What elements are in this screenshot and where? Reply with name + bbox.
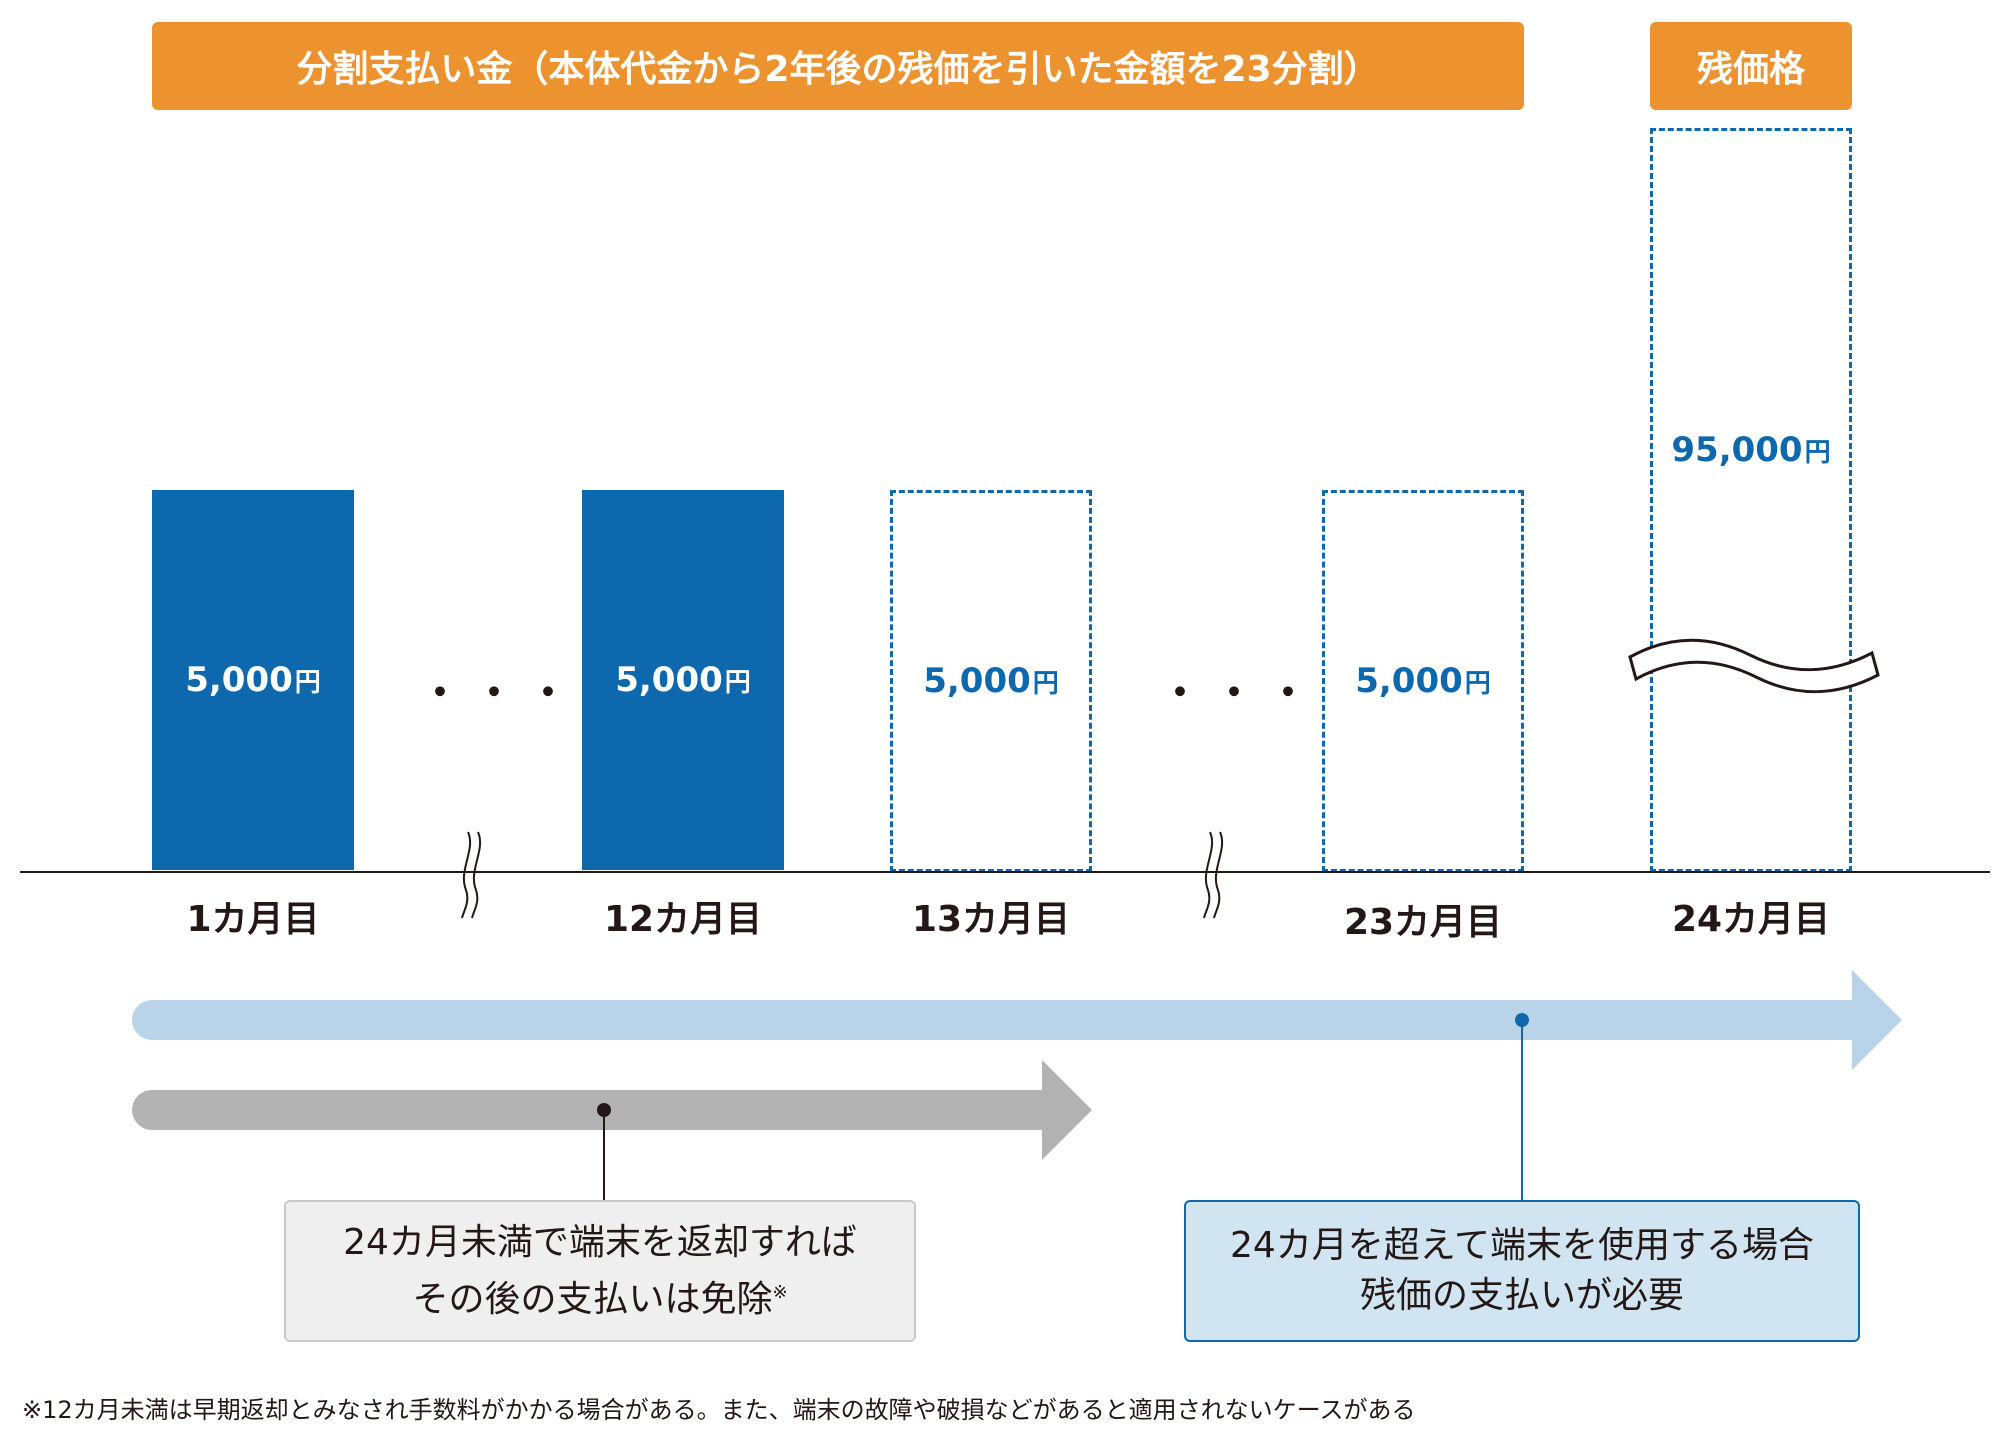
bar-unit: 円 [294,667,321,698]
full-term-arrow [132,970,1902,1070]
note-mark: ※ [772,1281,788,1303]
early-return-note-line1: 24カ月未満で端末を返却すれば [343,1221,857,1263]
bar-month-23: 5,000 円 [1322,490,1524,872]
bar-month-13: 5,000 円 [890,490,1092,872]
bar-unit: 円 [724,667,751,698]
bar-value: 5,000 [923,661,1031,701]
axis-break-right [1203,831,1224,919]
return-connector-dot [597,1103,611,1117]
residual-header: 残価格 [1650,22,1852,110]
bar-month-24 [1650,128,1852,872]
month-label-12: 12カ月目 [603,899,763,940]
ellipsis-right: ・・・ [1160,670,1322,716]
footnote: ※12カ月未満は早期返却とみなされ手数料がかかる場合がある。また、端末の故障や破… [22,1396,1416,1424]
installment-header-label: 分割支払い金（本体代金から2年後の残価を引いた金額を23分割） [296,49,1380,90]
residual-break-mark [1628,638,1880,694]
early-return-arrow [132,1060,1092,1160]
month-label-13: 13カ月目 [911,899,1071,940]
month-label-1: 1カ月目 [186,899,320,940]
bar-month-1: 5,000 円 [152,490,354,870]
early-return-note-line2: その後の支払いは免除 [412,1278,773,1320]
keep-device-note-line2: 残価の支払いが必要 [1359,1275,1684,1316]
bar-unit: 円 [1032,668,1059,699]
early-return-note-line2-wrap: その後の支払いは免除※ [412,1268,787,1325]
baseline [20,871,1990,873]
bar-value: 5,000 [1355,661,1463,701]
bar-unit: 円 [1464,668,1491,699]
bar-value: 95,000 [1671,430,1803,470]
bar-unit: 円 [1804,437,1831,468]
month-label-24: 24カ月目 [1671,899,1831,940]
ellipsis-left: ・・・ [420,670,582,716]
installment-header: 分割支払い金（本体代金から2年後の残価を引いた金額を23分割） [152,22,1524,110]
bar-value: 5,000 [615,660,723,700]
keep-device-note-line1: 24カ月を超えて端末を使用する場合 [1229,1225,1814,1266]
timeline-arrows [132,970,1902,1200]
bar-value: 5,000 [185,660,293,700]
bar-month-24-value: 95,000 円 [1650,420,1852,480]
axis-break-left [461,831,482,919]
bar-month-12: 5,000 円 [582,490,784,870]
month-label-23: 23カ月目 [1343,902,1503,943]
keep-device-note: 24カ月を超えて端末を使用する場合 残価の支払いが必要 [1184,1200,1860,1342]
keep-connector-dot [1515,1013,1529,1027]
early-return-note: 24カ月未満で端末を返却すれば その後の支払いは免除※ [284,1200,916,1342]
residual-header-label: 残価格 [1696,49,1805,90]
